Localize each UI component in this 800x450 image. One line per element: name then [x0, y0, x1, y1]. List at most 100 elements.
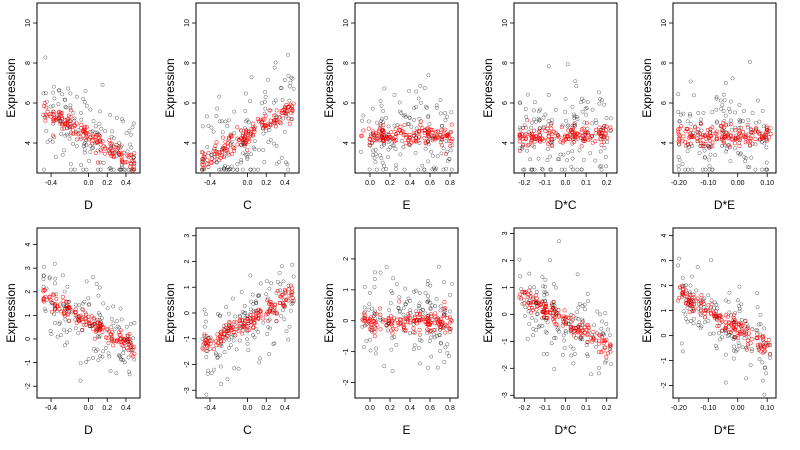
point-observed — [131, 121, 136, 126]
point-observed — [699, 324, 704, 329]
y-tick-label: 6 — [184, 101, 191, 105]
point-observed — [702, 155, 707, 160]
point-fitted — [708, 307, 713, 312]
point-fitted — [220, 334, 225, 339]
point-observed — [449, 281, 454, 286]
point-fitted — [430, 138, 435, 143]
point-observed — [406, 311, 411, 316]
points — [676, 59, 773, 172]
point-observed — [577, 302, 582, 306]
point-observed — [213, 154, 217, 159]
point-fitted — [128, 164, 133, 169]
point-fitted — [745, 123, 750, 128]
point-observed — [603, 311, 608, 315]
point-observed — [109, 316, 114, 321]
point-observed — [432, 335, 437, 340]
point-observed — [211, 129, 216, 134]
point-observed — [554, 310, 559, 315]
point-fitted — [598, 333, 603, 338]
point-fitted — [676, 298, 681, 303]
point-fitted — [582, 139, 587, 144]
point-fitted — [63, 305, 68, 310]
point-observed — [227, 337, 232, 342]
point-observed — [598, 149, 603, 154]
point-fitted — [62, 126, 67, 131]
point-fitted — [52, 304, 57, 309]
point-observed — [743, 156, 748, 161]
point-fitted — [290, 109, 295, 114]
point-fitted — [401, 324, 406, 329]
point-fitted — [51, 109, 56, 114]
point-observed — [261, 131, 266, 136]
point-observed — [594, 120, 599, 125]
point-observed — [724, 146, 729, 151]
point-fitted — [66, 113, 71, 118]
point-observed — [571, 361, 576, 366]
point-observed — [263, 99, 267, 104]
point-fitted — [737, 143, 742, 148]
point-observed — [557, 157, 562, 162]
point-fitted — [419, 119, 424, 124]
point-observed — [97, 333, 102, 338]
point-observed — [361, 113, 366, 118]
point-observed — [268, 121, 273, 126]
point-fitted — [243, 319, 248, 324]
point-observed — [737, 140, 742, 145]
point-fitted — [277, 115, 282, 120]
point-fitted — [426, 322, 431, 327]
point-fitted — [442, 300, 447, 305]
point-observed — [81, 167, 86, 172]
point-observed — [63, 307, 68, 312]
point-fitted — [560, 140, 565, 145]
point-observed — [530, 167, 535, 172]
point-fitted — [90, 141, 95, 146]
point-observed — [80, 307, 85, 311]
panel-frame — [195, 227, 300, 399]
point-fitted — [586, 323, 591, 328]
point-observed — [438, 340, 443, 345]
point-fitted — [708, 139, 713, 144]
point-observed — [94, 281, 99, 286]
point-fitted — [681, 134, 686, 139]
point-observed — [750, 133, 755, 138]
point-observed — [74, 94, 79, 99]
point-observed — [601, 331, 606, 335]
point-fitted — [112, 338, 117, 343]
point-observed — [543, 284, 548, 289]
point-fitted — [436, 317, 441, 322]
point-observed — [733, 146, 737, 151]
point-observed — [529, 120, 534, 125]
point-observed — [403, 302, 408, 307]
point-observed — [762, 392, 767, 397]
point-observed — [368, 348, 373, 353]
point-observed — [731, 356, 736, 361]
point-observed — [381, 109, 386, 114]
point-observed — [52, 96, 57, 101]
x-tick-label: 0.4 — [280, 180, 290, 187]
point-observed — [740, 345, 745, 350]
point-fitted — [280, 302, 285, 307]
point-observed — [89, 324, 94, 329]
point-fitted — [289, 111, 294, 116]
y-tick-label: 10 — [184, 19, 191, 27]
point-fitted — [381, 130, 386, 135]
point-observed — [557, 239, 561, 244]
point-observed — [575, 310, 580, 315]
point-observed — [285, 162, 290, 167]
point-fitted — [420, 315, 425, 320]
point-observed — [222, 153, 227, 158]
point-fitted — [360, 317, 365, 322]
point-observed — [60, 92, 65, 97]
point-observed — [438, 308, 443, 313]
point-fitted — [213, 339, 218, 344]
point-observed — [223, 119, 228, 124]
point-fitted — [426, 126, 431, 131]
point-observed — [121, 347, 126, 352]
point-observed — [530, 316, 534, 320]
point-fitted — [677, 295, 682, 300]
point-fitted — [408, 311, 413, 316]
point-observed — [676, 263, 681, 268]
point-observed — [582, 133, 587, 138]
point-observed — [426, 142, 431, 147]
point-observed — [267, 317, 272, 322]
